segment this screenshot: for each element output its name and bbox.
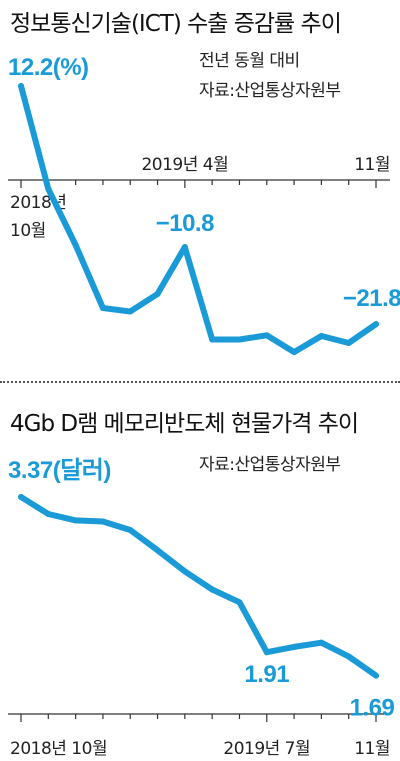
chart1-tick-label: 11월 bbox=[354, 155, 390, 175]
chart2-data-point bbox=[127, 526, 134, 533]
chart1-data-point bbox=[18, 83, 24, 89]
chart1-data-point bbox=[318, 332, 325, 339]
chart1-data-point bbox=[181, 244, 188, 251]
section-divider bbox=[0, 381, 400, 383]
chart1-subtitle-1: 전년 동월 대비 bbox=[199, 51, 300, 71]
chart1-data-point bbox=[72, 241, 79, 248]
chart2-data-point bbox=[209, 586, 216, 593]
chart1-tick-label: 2019년 4월 bbox=[141, 155, 228, 175]
chart1-data-label: −10.8 bbox=[156, 210, 214, 237]
chart1-subtitle-2: 자료:산업통상자원부 bbox=[199, 81, 341, 101]
chart2-data-label: 1.91 bbox=[244, 661, 289, 688]
chart1-data-point bbox=[209, 336, 216, 343]
chart1-series-line bbox=[18, 83, 379, 356]
chart2-data-point bbox=[181, 568, 188, 575]
chart2-subtitle-1: 자료:산업통상자원부 bbox=[199, 455, 341, 475]
chart1-data-point bbox=[99, 304, 106, 311]
chart2-data-point bbox=[72, 517, 79, 524]
chart2-data-point bbox=[263, 649, 270, 656]
chart2-tick-label: 11월 bbox=[354, 739, 390, 759]
chart2-title: 4Gb D램 메모리반도체 현물가격 추이 bbox=[10, 411, 359, 437]
chart1-data-point bbox=[345, 339, 352, 346]
chart2-data-point bbox=[45, 511, 52, 518]
chart2-data-label: 3.37(달러) bbox=[8, 457, 111, 484]
chart1-data-label: 12.2(%) bbox=[8, 54, 89, 81]
chart2-data-point bbox=[99, 518, 106, 525]
chart1-data-point bbox=[373, 321, 379, 328]
chart2-data-point bbox=[373, 672, 379, 679]
chart2-data-point bbox=[236, 599, 243, 606]
chart2-data-label: 1.69 bbox=[350, 695, 395, 722]
chart2-series-line bbox=[18, 494, 379, 679]
chart1-data-point bbox=[127, 308, 134, 315]
chart2-data-point bbox=[18, 494, 24, 500]
chart2-data-point bbox=[345, 653, 352, 660]
chart1-data-point bbox=[291, 349, 298, 356]
chart2-data-point bbox=[318, 639, 325, 646]
chart1-title: 정보통신기술(ICT) 수출 증감률 추이 bbox=[10, 11, 342, 37]
chart2-data-point bbox=[291, 643, 298, 650]
chart1-tick-label-start-month: 10월 bbox=[10, 221, 46, 241]
chart2-tick-label: 2019년 7월 bbox=[223, 739, 310, 759]
chart1-data-point bbox=[236, 336, 243, 343]
chart2-tick-label: 2018년 10월 bbox=[10, 739, 107, 759]
chart1-data-point bbox=[45, 185, 52, 192]
chart1-data-point bbox=[263, 332, 270, 339]
chart2-data-point bbox=[154, 547, 161, 554]
chart1-data-label: −21.8 bbox=[343, 285, 400, 312]
chart1-data-point bbox=[154, 290, 161, 297]
